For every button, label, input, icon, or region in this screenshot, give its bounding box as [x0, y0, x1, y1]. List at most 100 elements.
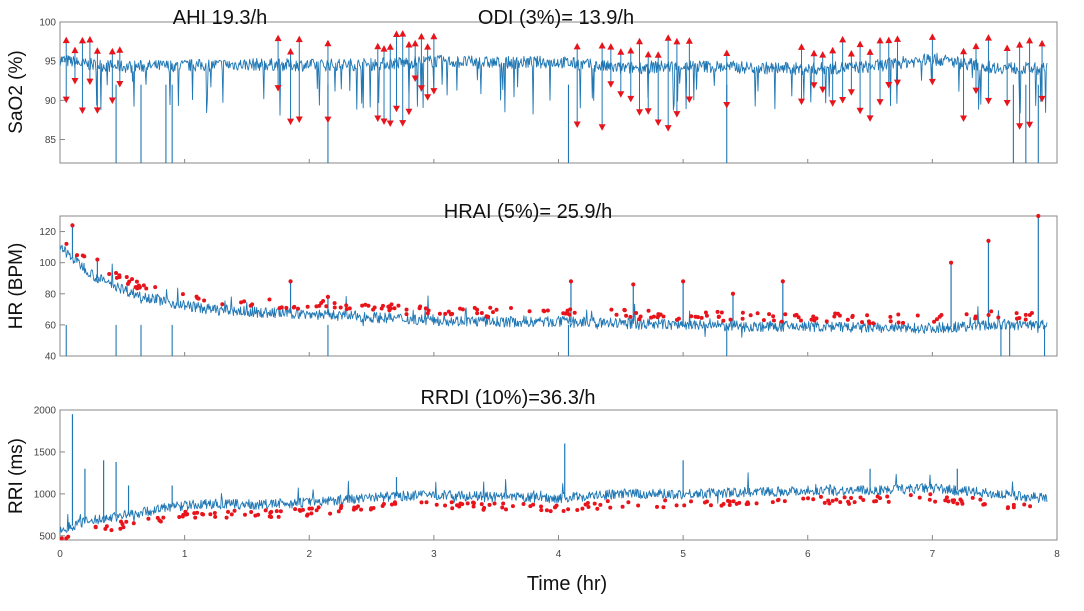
sao2-desat-nadir-marker	[62, 96, 70, 104]
sao2-desat-start-marker	[274, 34, 282, 42]
hr-arousal-marker	[366, 303, 371, 308]
rri-event-marker	[933, 499, 938, 504]
hr-arousal-marker	[446, 309, 451, 314]
sao2-desat-nadir-marker	[644, 108, 652, 115]
plot-frame	[59, 215, 1058, 357]
hr-arousal-marker	[64, 241, 69, 246]
sao2-desat-start-marker	[399, 30, 407, 37]
hr-arousal-marker	[332, 301, 337, 306]
rri-event-marker	[620, 504, 625, 509]
hr-arousal-marker	[996, 315, 1001, 320]
rri-event-marker	[249, 509, 254, 514]
x-tick-label: 7	[930, 549, 936, 560]
sao2-desat-start-marker	[627, 46, 635, 54]
rri-event-marker	[109, 528, 114, 533]
sao2-desat-nadir-marker	[829, 100, 837, 107]
rri-event-marker	[727, 502, 732, 507]
hr-arousal-marker	[901, 320, 906, 325]
rri-event-marker	[950, 498, 955, 503]
hr-arousal-marker	[70, 223, 75, 228]
rri-event-marker	[455, 503, 460, 508]
rri-event-marker	[598, 502, 603, 507]
hr-arousal-marker	[771, 318, 776, 323]
hr-arousal-marker	[681, 279, 686, 284]
rri-event-marker	[554, 503, 559, 508]
hr-arousal-marker	[798, 318, 803, 323]
sao2-desat-start-marker	[78, 36, 86, 44]
hr-arousal-marker	[347, 306, 352, 311]
sao2-desat-start-marker	[607, 43, 615, 50]
rri-event-marker	[339, 504, 344, 509]
hr-arousal-marker	[404, 307, 409, 312]
rri-event-marker	[595, 506, 600, 511]
hr-arousal-marker	[845, 317, 850, 322]
rri-event-marker	[471, 504, 476, 509]
hr-arousal-marker	[716, 315, 721, 320]
sao2-desat-nadir-marker	[399, 120, 407, 127]
hr-arousal-marker	[141, 283, 146, 288]
rri-event-marker	[586, 505, 591, 510]
sao2-desat-start-marker	[424, 43, 432, 50]
hr-arousal-marker	[565, 308, 570, 313]
x-axis-label: Time (hr)	[527, 573, 607, 595]
hr-arousal-marker	[396, 303, 401, 308]
rri-event-marker	[212, 511, 217, 516]
hr-arousal-marker	[509, 306, 514, 311]
hr-arousal-marker	[986, 313, 991, 318]
rri-event-marker	[460, 502, 465, 507]
hr-arousal-marker	[488, 305, 493, 310]
rri-event-marker	[213, 514, 218, 519]
plot-frame	[59, 21, 1058, 164]
rri-event-marker	[131, 521, 136, 526]
hr-arousal-marker	[624, 313, 629, 318]
rri-event-marker	[450, 506, 455, 511]
hr-arousal-marker	[344, 303, 349, 308]
y-tick-label: 95	[45, 57, 57, 68]
rri-event-marker	[201, 512, 206, 517]
hr-arousal-marker	[622, 308, 627, 313]
sao2-desat-start-marker	[1038, 39, 1046, 47]
rri-event-marker	[305, 512, 310, 517]
x-tick-label: 3	[431, 549, 437, 560]
rri-event-marker	[580, 506, 585, 511]
hr-arousal-marker	[202, 298, 207, 303]
rri-event-marker	[943, 498, 948, 503]
rri-event-marker	[482, 505, 487, 510]
sao2-desat-nadir-marker	[430, 88, 438, 95]
hr-arousal-marker	[989, 309, 994, 314]
rri-event-marker	[307, 506, 312, 511]
rri-event-marker	[276, 514, 281, 519]
rri-event-marker	[830, 498, 835, 503]
rri-event-marker	[328, 511, 333, 516]
rri-event-marker	[161, 515, 166, 520]
hr-arousal-marker	[277, 306, 282, 311]
sao2-desat-nadir-marker	[627, 95, 635, 103]
rri-event-marker	[566, 507, 571, 512]
hr-arousal-marker	[865, 313, 870, 318]
y-tick-label: 1500	[34, 447, 57, 458]
hr-arousal-marker	[344, 307, 349, 312]
rri-event-marker	[180, 514, 185, 519]
sao2-desat-start-marker	[960, 47, 968, 55]
sao2-desat-nadir-marker	[116, 80, 124, 88]
rri-event-marker	[393, 501, 398, 506]
sao2-desat-nadir-marker	[673, 111, 681, 118]
sao2-desat-nadir-marker	[960, 115, 968, 122]
hr-arousal-marker	[561, 311, 566, 316]
rri-panel: 500 1000 1500 2000 0 1 2 3 4 5 6 7 8	[34, 406, 1060, 561]
hr-arousal-marker	[321, 298, 326, 303]
rri-event-marker	[661, 505, 666, 510]
rri-event-marker	[544, 508, 549, 513]
sao2-desat-start-marker	[380, 45, 388, 52]
sao2-desat-nadir-marker	[71, 77, 79, 85]
rri-event-marker	[960, 501, 965, 506]
hr-arousal-marker	[1014, 311, 1019, 316]
hr-arousal-marker	[779, 319, 784, 324]
hr-arousal-marker	[728, 317, 733, 322]
x-tick-label: 0	[57, 549, 63, 560]
sao2-ylabel: SaO2 (%)	[6, 50, 27, 133]
hr-arousal-marker	[153, 285, 158, 290]
rri-event-marker	[539, 508, 544, 513]
rri-event-marker	[336, 509, 341, 514]
rri-event-marker	[177, 515, 182, 520]
